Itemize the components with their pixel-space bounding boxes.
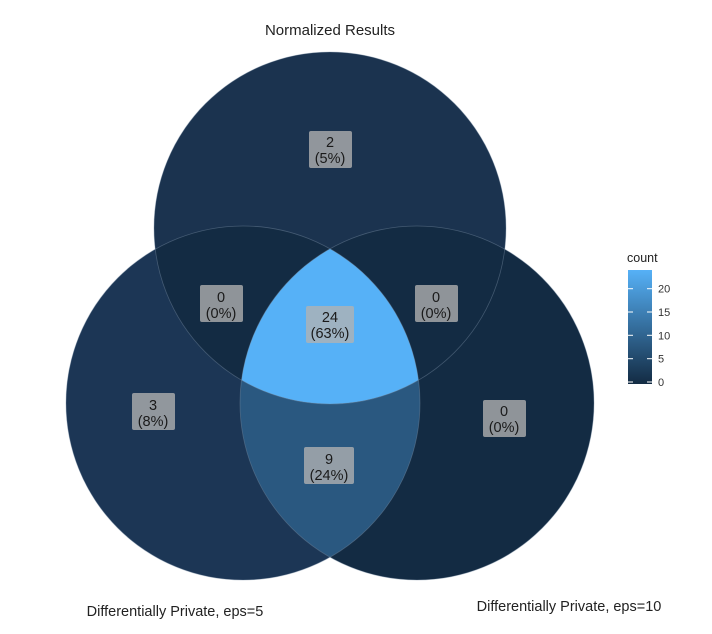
region-label-left-only: 3 (8%) bbox=[132, 393, 175, 430]
legend-tick-label: 10 bbox=[658, 330, 670, 342]
venn-outlines bbox=[65, 51, 595, 581]
region-label-all-three: 24 (63%) bbox=[306, 306, 354, 343]
set-label-right: Differentially Private, eps=10 bbox=[477, 599, 662, 615]
diagram-title: Normalized Results bbox=[265, 22, 395, 39]
region-percent: (0%) bbox=[421, 306, 452, 322]
legend-ticks bbox=[628, 288, 652, 383]
region-count: 9 bbox=[325, 452, 333, 468]
legend-tick-label: 5 bbox=[658, 354, 664, 366]
legend-colorbar bbox=[628, 270, 652, 384]
region-count: 3 bbox=[149, 398, 157, 414]
legend-tick-label: 20 bbox=[658, 284, 670, 296]
set-outline-top bbox=[153, 51, 507, 405]
region-percent: (0%) bbox=[489, 420, 520, 436]
region-count: 0 bbox=[217, 290, 225, 306]
set-label-left: Differentially Private, eps=5 bbox=[87, 604, 264, 620]
region-percent: (0%) bbox=[206, 306, 237, 322]
region-label-top-left: 0 (0%) bbox=[200, 285, 243, 322]
legend-tick-label: 0 bbox=[658, 377, 664, 389]
region-label-top-right: 0 (0%) bbox=[415, 285, 458, 322]
set-outline-right bbox=[239, 225, 595, 581]
legend-tick-label: 15 bbox=[658, 307, 670, 319]
region-count: 0 bbox=[432, 290, 440, 306]
region-percent: (5%) bbox=[315, 151, 346, 167]
region-percent: (8%) bbox=[138, 414, 169, 430]
legend-title: count bbox=[627, 251, 658, 265]
region-percent: (24%) bbox=[310, 468, 349, 484]
region-label-top-only: 2 (5%) bbox=[309, 131, 352, 168]
color-legend: count 20 15 10 5 0 bbox=[627, 251, 670, 389]
region-label-left-right: 9 (24%) bbox=[304, 447, 354, 484]
set-outline-left bbox=[65, 225, 421, 581]
region-labels: 2 (5%) 0 (0%) 0 (0%) 24 (63%) 3 (8%) bbox=[132, 131, 526, 484]
region-count: 24 bbox=[322, 310, 338, 326]
region-count: 0 bbox=[500, 404, 508, 420]
region-percent: (63%) bbox=[311, 326, 350, 342]
region-label-right-only: 0 (0%) bbox=[483, 400, 526, 437]
region-count: 2 bbox=[326, 135, 334, 151]
